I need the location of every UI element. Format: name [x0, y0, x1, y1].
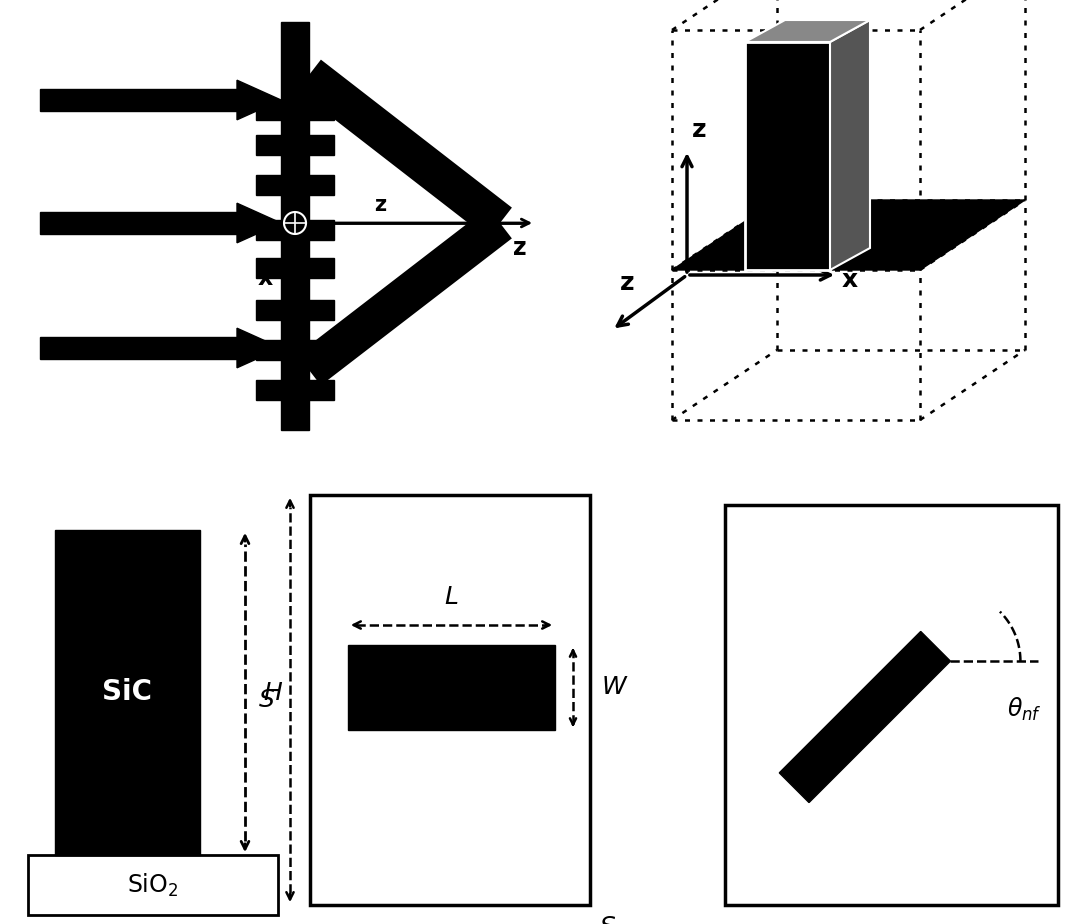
Bar: [55, 530, 200, 855]
Polygon shape: [237, 328, 281, 368]
Bar: [256, 135, 281, 155]
Polygon shape: [237, 80, 281, 120]
Text: z: z: [513, 236, 527, 260]
Bar: [40, 89, 241, 111]
Polygon shape: [672, 200, 1026, 270]
Polygon shape: [779, 631, 950, 803]
Bar: [256, 175, 281, 195]
Bar: [309, 135, 334, 155]
Bar: [310, 495, 590, 905]
Text: W: W: [602, 675, 626, 699]
Text: x: x: [842, 268, 859, 292]
Text: S: S: [600, 915, 616, 924]
Polygon shape: [830, 20, 870, 270]
Bar: [348, 645, 555, 730]
Text: x: x: [257, 266, 273, 290]
Text: H: H: [263, 680, 281, 704]
Text: z: z: [620, 271, 635, 295]
Bar: [256, 380, 281, 400]
Text: L: L: [444, 585, 458, 609]
Bar: [256, 100, 281, 120]
Text: $\theta_{nf}$: $\theta_{nf}$: [1007, 696, 1042, 723]
Bar: [309, 100, 334, 120]
Text: z: z: [374, 195, 386, 215]
Text: z: z: [692, 118, 707, 142]
Bar: [309, 380, 334, 400]
Text: SiC: SiC: [103, 678, 153, 707]
Bar: [256, 340, 281, 360]
Bar: [309, 300, 334, 320]
Bar: [40, 337, 241, 359]
Text: S: S: [260, 688, 275, 712]
Bar: [40, 212, 241, 234]
Bar: [726, 505, 1058, 905]
Polygon shape: [745, 20, 870, 42]
Text: SiO$_2$: SiO$_2$: [128, 871, 179, 899]
Bar: [256, 258, 281, 278]
Bar: [28, 855, 278, 915]
Bar: [256, 220, 281, 240]
Polygon shape: [237, 203, 281, 243]
Bar: [256, 300, 281, 320]
Bar: [745, 42, 830, 270]
Bar: [309, 175, 334, 195]
Bar: [281, 22, 309, 430]
Bar: [309, 258, 334, 278]
Bar: [309, 340, 334, 360]
Bar: [309, 220, 334, 240]
